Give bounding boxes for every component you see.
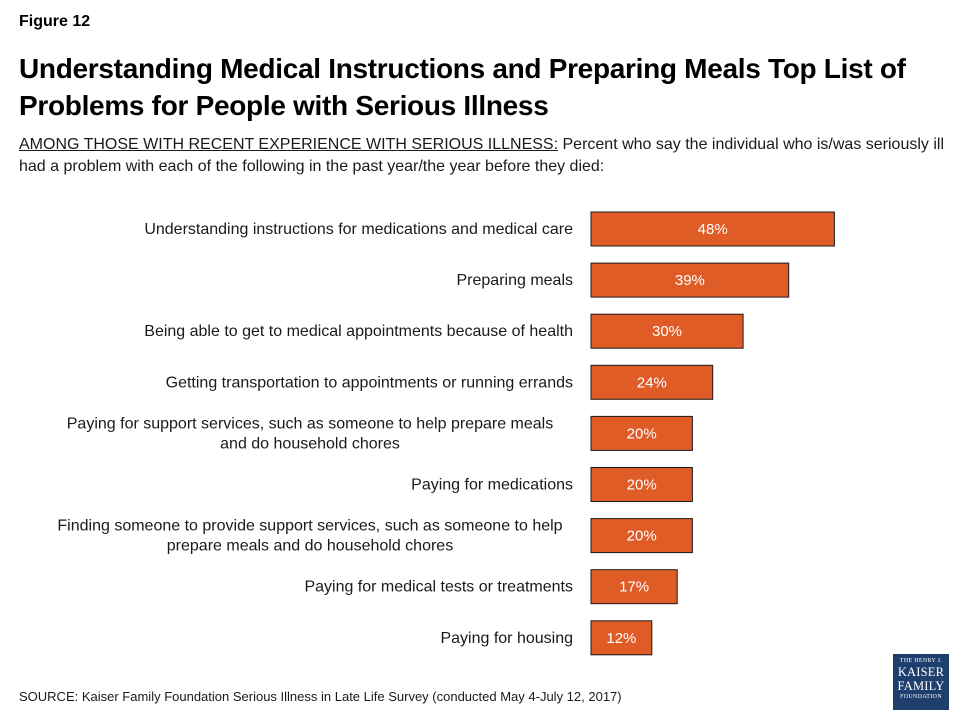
bar [590,467,693,502]
data-label: 12% [606,630,636,647]
kff-logo: THE HENRY J. KAISER FAMILY FOUNDATION [893,654,949,710]
bar [590,620,653,656]
logo-line-1: THE HENRY J. [899,658,943,664]
figure-label: Figure 12 [19,13,91,30]
category-label: Finding someone to provide support servi… [57,518,562,555]
category-label: Being able to get to medical appointment… [144,323,573,340]
category-label: Preparing meals [457,272,574,289]
bar [590,569,678,605]
data-label: 17% [619,579,649,596]
subtitle-rest: Percent who say the individual who is/wa… [19,136,944,175]
logo-line-3: FAMILY [897,679,945,693]
chart-title: Understanding Medical Instructions and P… [19,53,906,121]
data-label: 39% [675,272,705,289]
subtitle-lead: AMONG THOSE WITH RECENT EXPERIENCE WITH … [19,136,559,153]
bar [590,262,790,298]
data-label: 20% [627,425,657,442]
source-note: SOURCE: Kaiser Family Foundation Serious… [19,689,622,704]
chart-subtitle: AMONG THOSE WITH RECENT EXPERIENCE WITH … [19,134,944,178]
category-label: Getting transportation to appointments o… [166,374,573,391]
category-label: Understanding instructions for medicatio… [144,221,573,238]
bar [590,518,693,554]
category-label: Paying for medications [411,477,573,494]
data-label: 20% [627,528,657,545]
data-label: 48% [698,221,728,238]
bar [590,415,693,451]
logo-line-2: KAISER [897,665,945,679]
data-label: 30% [652,323,682,340]
category-label: Paying for housing [440,630,573,647]
bar [590,313,744,349]
category-label: Paying for medical tests or treatments [304,579,573,596]
data-label: 24% [637,374,667,391]
category-label: Paying for support services, such as som… [67,415,553,452]
bar-chart: 48% Understanding instructions for medica… [57,211,835,656]
logo-line-4: FOUNDATION [900,694,942,700]
bar [590,211,835,247]
data-label: 20% [627,477,657,494]
bar [590,364,714,400]
